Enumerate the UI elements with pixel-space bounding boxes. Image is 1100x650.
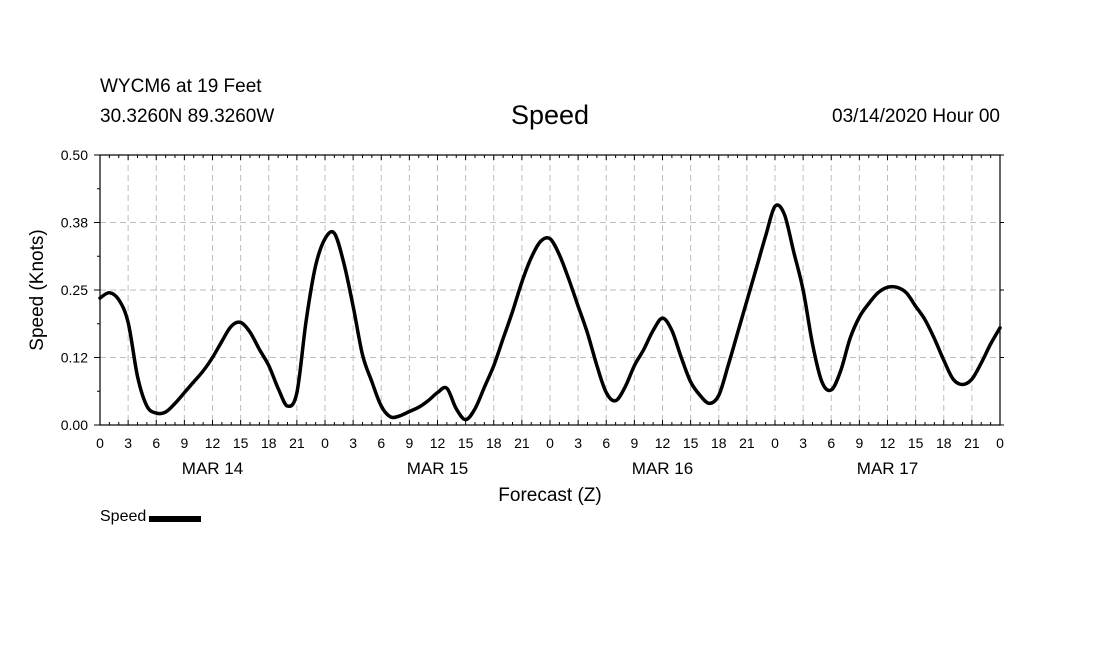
x-tick-label: 6 bbox=[152, 435, 160, 451]
x-tick-label: 3 bbox=[574, 435, 582, 451]
x-tick-label: 6 bbox=[602, 435, 610, 451]
x-tick-label: 21 bbox=[739, 435, 755, 451]
x-tick-label: 21 bbox=[514, 435, 530, 451]
x-axis-title: Forecast (Z) bbox=[498, 485, 601, 506]
x-tick-label: 21 bbox=[964, 435, 980, 451]
x-tick-label: 18 bbox=[711, 435, 727, 451]
x-tick-label: 3 bbox=[799, 435, 807, 451]
x-tick-label: 15 bbox=[908, 435, 924, 451]
x-tick-label: 12 bbox=[205, 435, 221, 451]
axes: 0 3 6 9 12 15 18 21 0 3 6 9 12 15 18 21 0 3 6 9 12 15 18 21 0 3 6 9… bbox=[61, 147, 1004, 478]
x-tick-label: 3 bbox=[349, 435, 357, 451]
legend-label: Speed bbox=[100, 508, 147, 525]
x-tick-label: 6 bbox=[827, 435, 835, 451]
day-label: MAR 15 bbox=[407, 459, 468, 478]
day-label: MAR 17 bbox=[857, 459, 918, 478]
y-tick-label: 0.00 bbox=[61, 417, 88, 433]
legend: Speed bbox=[100, 508, 202, 526]
x-tick-label: 9 bbox=[405, 435, 413, 451]
x-tick-label: 0 bbox=[96, 435, 104, 451]
plot-frame bbox=[99, 154, 1001, 426]
x-tick-label: 0 bbox=[771, 435, 779, 451]
y-axis-title: Speed (Knots) bbox=[27, 229, 48, 350]
x-tick-label: 9 bbox=[855, 435, 863, 451]
grid bbox=[100, 155, 1000, 425]
x-tick-label: 15 bbox=[458, 435, 474, 451]
y-tick-label: 0.25 bbox=[61, 282, 88, 298]
legend-swatch bbox=[149, 516, 202, 522]
x-tick-label: 18 bbox=[261, 435, 277, 451]
x-tick-label: 21 bbox=[289, 435, 305, 451]
forecast-timestamp: 03/14/2020 Hour 00 bbox=[832, 106, 1000, 127]
x-tick-label: 3 bbox=[124, 435, 132, 451]
x-tick-label: 18 bbox=[486, 435, 502, 451]
series-layer bbox=[98, 203, 1002, 422]
x-tick-label: 12 bbox=[655, 435, 671, 451]
x-tick-label: 9 bbox=[180, 435, 188, 451]
series-line-speed bbox=[98, 203, 1002, 422]
y-tick-label: 0.38 bbox=[61, 215, 88, 231]
x-tick-label: 0 bbox=[546, 435, 554, 451]
day-label: MAR 14 bbox=[182, 459, 243, 478]
y-tick-label: 0.50 bbox=[61, 147, 88, 163]
x-tick-label: 18 bbox=[936, 435, 952, 451]
x-tick-label: 12 bbox=[880, 435, 896, 451]
x-tick-label: 0 bbox=[996, 435, 1004, 451]
x-tick-label: 12 bbox=[430, 435, 446, 451]
chart-title: Speed bbox=[510, 100, 590, 130]
day-label: MAR 16 bbox=[632, 459, 693, 478]
x-tick-label: 15 bbox=[233, 435, 249, 451]
y-tick-label: 0.12 bbox=[61, 350, 88, 366]
x-tick-label: 0 bbox=[321, 435, 329, 451]
x-tick-label: 15 bbox=[683, 435, 699, 451]
x-tick-label: 9 bbox=[630, 435, 638, 451]
coordinates-label: 30.3260N 89.3260W bbox=[100, 106, 275, 127]
station-label: WYCM6 at 19 Feet bbox=[100, 76, 262, 97]
x-tick-label: 6 bbox=[377, 435, 385, 451]
